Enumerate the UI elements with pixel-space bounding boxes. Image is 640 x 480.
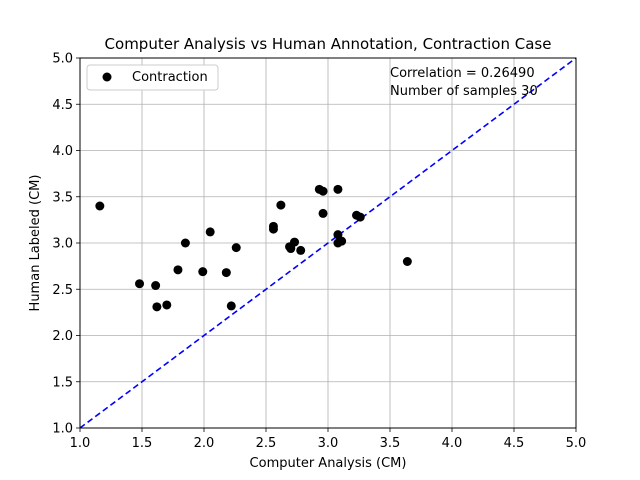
x-axis-ticks: 1.0 1.5 2.0 2.5 3.0 3.5 4.0 4.5 5.0 [70, 428, 587, 451]
data-point [231, 243, 241, 253]
y-tick-label: 5.0 [52, 52, 73, 67]
sample-count-annotation: Number of samples 30 [390, 84, 538, 99]
data-point [198, 267, 208, 277]
legend-box [86, 64, 219, 91]
data-point [151, 281, 161, 291]
x-tick-label: 1.0 [70, 436, 91, 451]
x-tick-label: 2.5 [256, 436, 277, 451]
correlation-annotation: Correlation = 0.26490 [390, 66, 535, 81]
data-point [162, 300, 172, 310]
y-tick-label: 4.5 [52, 98, 73, 113]
data-point [152, 302, 162, 312]
x-tick-label: 1.5 [132, 436, 153, 451]
data-point [95, 201, 105, 211]
data-point [337, 236, 347, 246]
data-point [226, 301, 236, 311]
x-tick-label: 4.5 [504, 436, 525, 451]
data-point [221, 268, 231, 278]
data-point [205, 227, 215, 237]
data-point [296, 245, 306, 255]
x-tick-label: 3.5 [380, 436, 401, 451]
data-point [173, 265, 183, 275]
y-tick-label: 4.0 [52, 144, 73, 159]
y-tick-label: 3.5 [52, 190, 73, 205]
data-point [402, 257, 412, 266]
y-axis-label: Human Labeled (CM) [28, 175, 43, 312]
y-tick-label: 2.0 [52, 329, 73, 344]
legend-label-contraction: Contraction [132, 70, 208, 85]
data-point [318, 208, 328, 218]
legend: Contraction [86, 64, 219, 91]
data-point [318, 186, 328, 196]
y-tick-label: 1.5 [52, 375, 73, 390]
data-point [135, 279, 145, 289]
x-tick-label: 2.0 [194, 436, 215, 451]
legend-marker [102, 72, 112, 82]
data-point [355, 212, 365, 222]
x-tick-label: 4.0 [442, 436, 463, 451]
x-tick-label: 5.0 [566, 436, 587, 451]
data-point [180, 238, 190, 248]
x-axis-label: Computer Analysis (CM) [250, 456, 407, 471]
data-point [333, 184, 343, 194]
y-tick-label: 1.0 [52, 422, 73, 437]
x-tick-label: 3.0 [318, 436, 339, 451]
y-axis-ticks: 1.0 1.5 2.0 2.5 3.0 3.5 4.0 4.5 5.0 [52, 52, 80, 437]
reference-line [79, 57, 577, 429]
chart-title: Computer Analysis vs Human Annotation, C… [105, 35, 552, 53]
data-points [95, 184, 412, 312]
data-point [268, 224, 278, 234]
y-tick-label: 2.5 [52, 283, 73, 298]
data-point [276, 200, 286, 210]
data-point [290, 237, 300, 247]
y-tick-label: 3.0 [52, 237, 73, 252]
